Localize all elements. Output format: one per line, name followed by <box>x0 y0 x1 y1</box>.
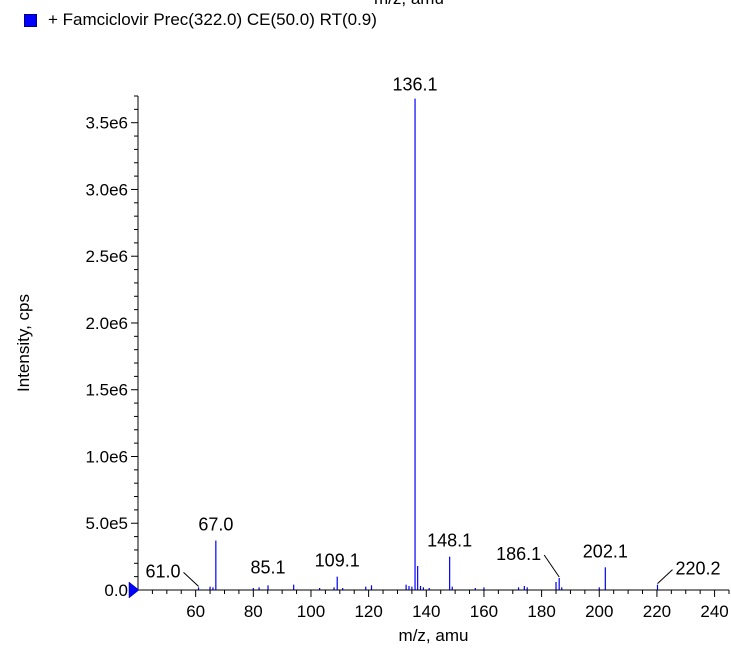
x-tick-label-2: 100 <box>297 602 325 621</box>
x-tick-label-6: 180 <box>527 602 555 621</box>
x-tick-label-0: 60 <box>186 602 205 621</box>
peak-labels: 136.1 148.1 67.0 85.1 109.1 61.0 186.1 202.1 220… <box>145 75 721 587</box>
x-tick-label-4: 140 <box>412 602 440 621</box>
x-tick-label-3: 120 <box>354 602 382 621</box>
y-tick-label-1: 5.0e5 <box>85 514 128 533</box>
x-tick-label-5: 160 <box>470 602 498 621</box>
legend: + Famciclovir Prec(322.0) CE(50.0) RT(0.… <box>24 8 377 32</box>
y-tick-label-6: 3.0e6 <box>85 180 128 199</box>
peak-label-3: 85.1 <box>250 557 285 577</box>
y-axis-title: Intensity, cps <box>14 294 33 392</box>
peaks <box>197 98 659 590</box>
x-axis-title: m/z, amu <box>399 626 469 645</box>
peak-label-0: 136.1 <box>393 75 438 95</box>
peak-label-2: 67.0 <box>198 515 233 535</box>
peak-label-6: 186.1 <box>496 544 541 564</box>
peak-label-1: 148.1 <box>427 531 472 551</box>
peak-label-leader-5 <box>183 571 199 587</box>
zero-marker-icon <box>128 581 140 599</box>
y-tick-label-7: 3.5e6 <box>85 114 128 133</box>
x-tick-label-7: 200 <box>585 602 613 621</box>
peak-label-5: 61.0 <box>145 561 180 581</box>
clipped-axis-title: m/z, amu <box>374 0 444 9</box>
peak-label-4: 109.1 <box>315 551 360 571</box>
x-tick-label-9: 240 <box>700 602 728 621</box>
x-tick-label-1: 80 <box>244 602 263 621</box>
peak-label-8: 220.2 <box>676 559 721 579</box>
y-tick-label-4: 2.0e6 <box>85 314 128 333</box>
legend-label: + Famciclovir Prec(322.0) CE(50.0) RT(0.… <box>48 10 377 29</box>
peak-label-leader-6 <box>543 554 560 578</box>
legend-swatch <box>24 13 37 27</box>
y-tick-label-0: 0.0 <box>104 581 128 600</box>
peak-label-leader-8 <box>657 569 673 585</box>
peak-label-7: 202.1 <box>583 541 628 561</box>
y-tick-label-5: 2.5e6 <box>85 247 128 266</box>
y-tick-label-3: 1.5e6 <box>85 381 128 400</box>
axes: 60 80 100 120 140 160 180 200 220 240 0.0 5.0e5 1.0e… <box>85 95 730 621</box>
y-tick-label-2: 1.0e6 <box>85 447 128 466</box>
x-tick-label-8: 220 <box>643 602 671 621</box>
